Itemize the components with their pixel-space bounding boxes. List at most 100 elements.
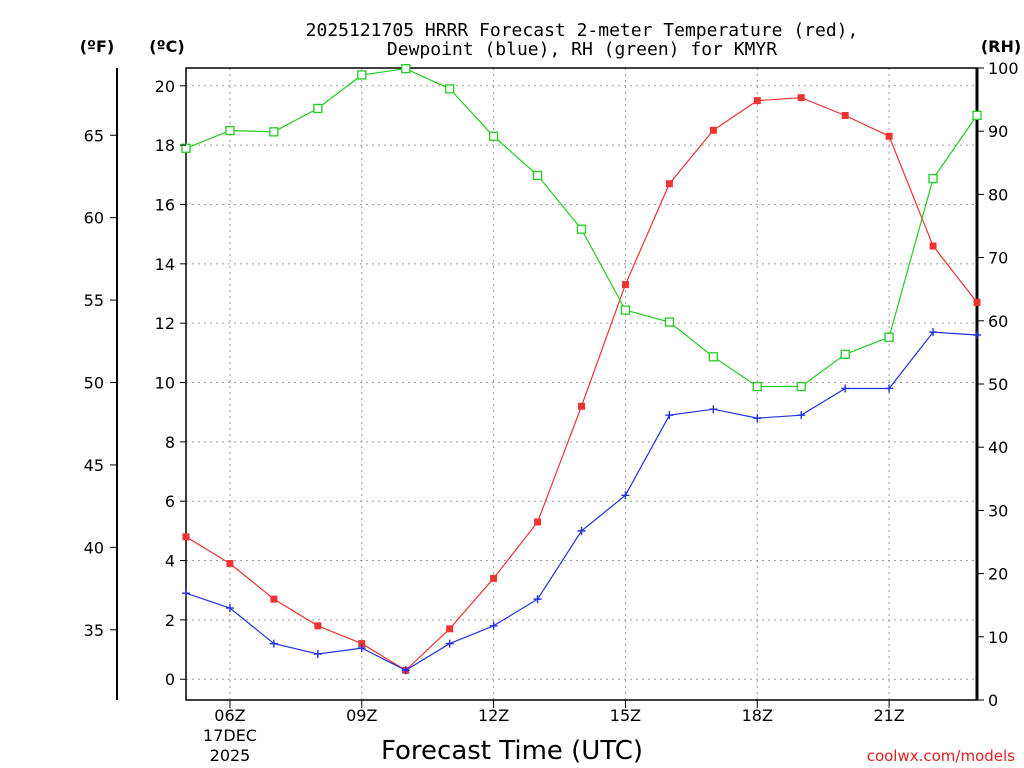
rh-point <box>620 305 631 315</box>
temperature-point <box>797 94 805 102</box>
rh-point <box>445 84 455 94</box>
dewpoint-point <box>577 526 586 535</box>
dewpoint-point <box>182 589 190 598</box>
rh-tick-label: 100 <box>988 59 1019 78</box>
temperature-point <box>578 402 585 410</box>
rh-tick-label: 90 <box>988 122 1008 141</box>
rh-point <box>488 131 499 141</box>
rh-tick-label: 20 <box>988 565 1008 584</box>
rh-point <box>664 317 675 327</box>
rh-point <box>884 332 894 342</box>
rh-tick-label: 50 <box>988 375 1008 394</box>
grid-lines <box>186 68 977 700</box>
fahrenheit-unit-label: (ºF) <box>80 37 115 56</box>
rh-tick-label: 60 <box>988 312 1008 331</box>
dewpoint-point <box>357 644 366 653</box>
chart-title-line-1: 2025121705 HRRR Forecast 2-meter Tempera… <box>306 20 859 41</box>
rh-tick-label: 0 <box>988 691 998 710</box>
rh-point <box>576 224 587 234</box>
temperature-point <box>490 574 498 582</box>
temperature-point <box>314 622 322 630</box>
dewpoint-point <box>885 384 894 393</box>
dewpoint-point <box>973 331 981 340</box>
dewpoint-point <box>709 405 718 414</box>
celsius-unit-label: (ºC) <box>149 37 184 56</box>
temperature-point <box>446 625 454 633</box>
x-tick-label: 09Z <box>346 706 377 725</box>
fahrenheit-tick-label: 65 <box>84 126 104 145</box>
temperature-point <box>226 560 234 568</box>
fahrenheit-tick-label: 50 <box>84 374 104 393</box>
celsius-tick-label: 14 <box>155 255 175 274</box>
dewpoint-point <box>621 491 630 500</box>
rh-point <box>401 63 411 74</box>
rh-point <box>225 125 235 136</box>
fahrenheit-tick-label: 40 <box>84 538 104 557</box>
temperature-point <box>534 518 542 526</box>
dewpoint-point <box>665 411 674 420</box>
rh-point <box>357 70 367 80</box>
temperature-point <box>665 180 673 188</box>
credit-label: coolwx.com/models <box>867 747 1015 765</box>
rh-tick-label: 80 <box>988 185 1008 204</box>
rh-point <box>928 173 938 184</box>
celsius-tick-label: 12 <box>155 314 175 333</box>
chart-title-line-2: Dewpoint (blue), RH (green) for KMYR <box>387 39 777 60</box>
dewpoint-point <box>313 650 322 659</box>
celsius-tick-label: 20 <box>155 77 175 96</box>
fahrenheit-tick-label: 60 <box>84 209 104 228</box>
rh-tick-label: 70 <box>988 249 1008 268</box>
fahrenheit-tick-label: 35 <box>84 621 104 640</box>
temperature-point <box>621 281 629 289</box>
rh-tick-label: 30 <box>988 501 1008 520</box>
plot-frame <box>185 67 978 701</box>
rh-tick-label: 40 <box>988 438 1008 457</box>
dewpoint-point <box>225 604 234 613</box>
rh-point <box>708 352 718 362</box>
dewpoint-point <box>445 639 454 648</box>
x-tick-label: 15Z <box>610 706 641 725</box>
fahrenheit-tick-label: 45 <box>84 456 104 475</box>
x-axis-label: Forecast Time (UTC) <box>381 736 643 766</box>
celsius-tick-label: 0 <box>165 670 175 689</box>
date-label-year: 2025 <box>210 746 251 765</box>
celsius-tick-label: 4 <box>165 552 175 571</box>
celsius-tick-label: 16 <box>155 195 175 214</box>
celsius-tick-label: 2 <box>165 611 175 630</box>
rh-point <box>796 381 806 392</box>
temperature-point <box>709 126 717 134</box>
rh-unit-label: (RH) <box>981 37 1021 56</box>
temperature-point <box>270 595 278 603</box>
fahrenheit-tick-label: 55 <box>84 291 104 310</box>
temperature-line <box>185 97 978 672</box>
x-tick-label: 12Z <box>478 706 509 725</box>
temperature-point <box>753 97 761 105</box>
temperature-point <box>841 111 849 119</box>
celsius-tick-label: 8 <box>165 433 175 452</box>
celsius-tick-label: 18 <box>155 136 175 155</box>
rh-point <box>752 381 762 392</box>
x-tick-label: 18Z <box>742 706 773 725</box>
series-layer <box>181 63 982 675</box>
rh-point <box>532 170 543 181</box>
x-tick-label: 06Z <box>214 706 245 725</box>
temperature-point <box>358 640 366 648</box>
temperature-point <box>182 533 190 541</box>
date-label-day: 17DEC <box>203 726 257 745</box>
dewpoint-point <box>753 414 762 423</box>
dewpoint-point <box>401 666 410 675</box>
dewpoint-point <box>489 621 498 630</box>
temperature-point <box>929 242 937 250</box>
celsius-tick-label: 10 <box>155 374 175 393</box>
dewpoint-point <box>841 384 850 393</box>
dewpoint-point <box>797 411 806 420</box>
rh-tick-label: 10 <box>988 628 1008 647</box>
dewpoint-point <box>929 328 938 337</box>
dewpoint-point <box>533 595 542 604</box>
celsius-tick-label: 6 <box>165 492 175 511</box>
temperature-point <box>973 298 981 306</box>
x-tick-label: 21Z <box>873 706 904 725</box>
rh-point <box>181 143 191 153</box>
rh-point <box>269 127 279 137</box>
